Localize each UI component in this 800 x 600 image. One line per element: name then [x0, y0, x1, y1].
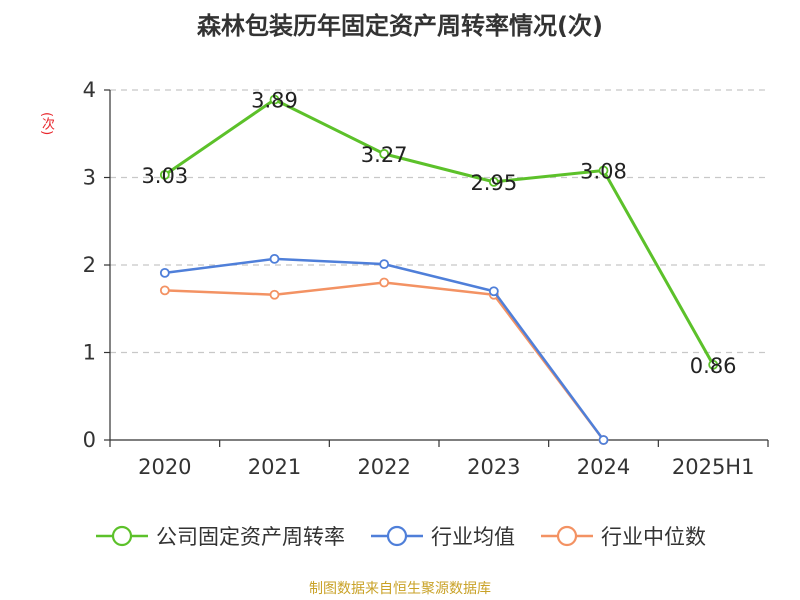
series-line-2	[164, 281, 605, 441]
x-tick-label: 2022	[357, 455, 410, 479]
x-tick-label: 2020	[138, 455, 191, 479]
data-point-series-0	[379, 148, 390, 159]
data-label: 2.95	[470, 171, 517, 195]
x-tick-label: 2021	[248, 455, 301, 479]
data-point-series-2	[379, 277, 390, 288]
data-label: 3.27	[361, 143, 408, 167]
data-point-series-1	[269, 253, 280, 264]
data-point-series-1	[159, 267, 170, 278]
data-label: 3.03	[141, 164, 188, 188]
series-line-0	[163, 98, 715, 366]
x-tick-label: 2025H1	[672, 455, 755, 479]
legend-item-1[interactable]: 行业均值	[369, 521, 515, 551]
line-chart: 0 1 2 3 4 2020 2021 2022 2023 2024 2025H1 3.03 3.89…	[83, 78, 769, 479]
data-point-series-0	[269, 94, 280, 105]
legend-circle	[111, 525, 133, 547]
legend-label: 行业均值	[431, 525, 515, 549]
legend: 公司固定资产周转率 行业均值 行业中位数	[0, 518, 800, 554]
data-point-series-0	[708, 359, 719, 370]
data-label: 0.86	[690, 354, 737, 378]
y-tick-label: 1	[83, 341, 96, 365]
legend-label: 行业中位数	[601, 525, 706, 549]
data-label: 3.89	[251, 89, 298, 113]
x-tick-label: 2024	[577, 455, 630, 479]
data-point-series-0	[598, 165, 609, 176]
y-axis-label: (次)	[39, 112, 54, 136]
y-tick-label: 4	[83, 78, 96, 102]
legend-circle	[556, 525, 578, 547]
chart-title: 森林包装历年固定资产周转率情况(次)	[197, 12, 603, 40]
data-point-series-2	[269, 289, 280, 300]
data-point-series-0	[488, 176, 499, 187]
data-point-series-2	[159, 285, 170, 296]
data-point-series-1	[488, 286, 499, 297]
legend-item-0[interactable]: 公司固定资产周转率	[94, 521, 345, 551]
series-group	[159, 94, 719, 445]
data-source-note: 制图数据来自恒生聚源数据库	[309, 581, 491, 597]
legend-circle	[386, 525, 408, 547]
data-point-series-1	[598, 435, 609, 445]
y-tick-label: 3	[83, 166, 96, 190]
legend-item-2[interactable]: 行业中位数	[539, 521, 706, 551]
y-tick-label: 0	[83, 428, 96, 452]
legend-label: 公司固定资产周转率	[156, 525, 345, 549]
legend-marker-icon	[371, 525, 423, 547]
gridlines	[110, 89, 768, 354]
data-label: 3.08	[580, 160, 627, 184]
legend-marker-icon	[96, 525, 148, 547]
x-tick-label: 2023	[467, 455, 520, 479]
legend-marker-icon	[541, 525, 593, 547]
y-tick-label: 2	[83, 253, 96, 277]
data-labels: 3.03 3.89 3.27 2.95 3.08 0.86	[141, 89, 736, 378]
axes: 0 1 2 3 4 2020 2021 2022 2023 2024 2025H1	[83, 78, 769, 479]
data-point-series-0	[159, 169, 170, 180]
data-point-series-1	[379, 259, 390, 270]
